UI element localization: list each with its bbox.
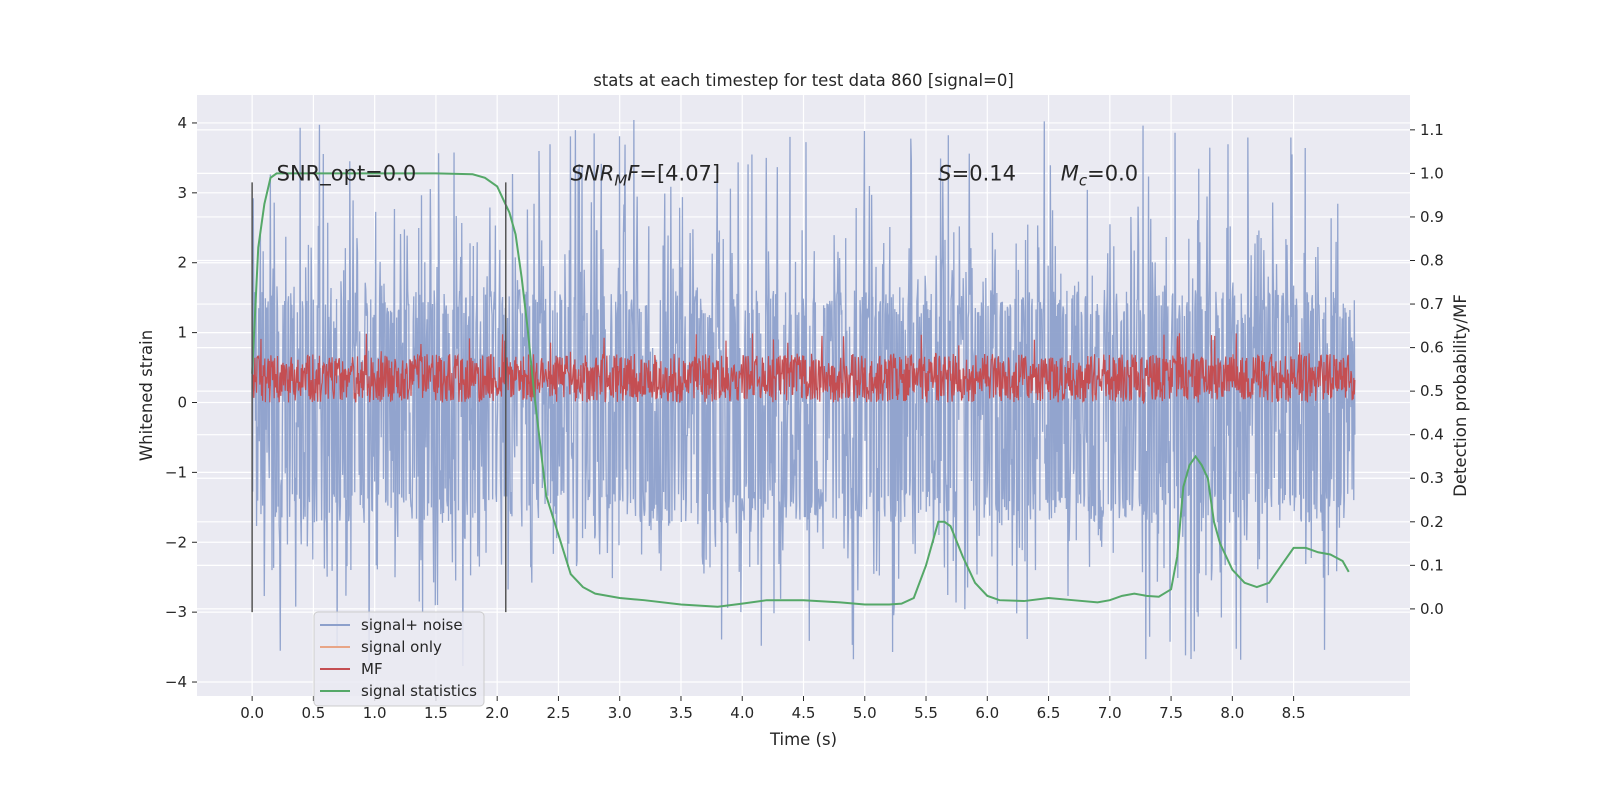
- y-axis-label: Whitened strain: [137, 330, 156, 461]
- series-layer: [251, 119, 1356, 667]
- y-tick-label: 0: [177, 393, 187, 411]
- x-tick-label: 6.0: [975, 704, 999, 722]
- x-tick-label: 8.5: [1282, 704, 1306, 722]
- y2-axis-label: Detection probability/MF: [1451, 294, 1470, 497]
- x-tick-label: 8.0: [1220, 704, 1244, 722]
- annotation-mc: M: [1061, 161, 1079, 185]
- y2-tick-label: 1.1: [1420, 121, 1444, 139]
- annotation-s: S: [938, 161, 951, 185]
- legend-label: signal+ noise: [361, 616, 463, 634]
- x-tick-label: 3.0: [608, 704, 632, 722]
- x-tick-label: 6.5: [1037, 704, 1061, 722]
- annotation-text: SNR_opt=0.0: [277, 161, 417, 186]
- vline-layer: [251, 182, 507, 613]
- y2-tick-label: 0.6: [1420, 339, 1444, 357]
- legend-label: signal only: [361, 638, 442, 656]
- x-tick-label: 4.5: [792, 704, 816, 722]
- y-tick-label: −4: [165, 673, 187, 691]
- y2-tick-label: 1.0: [1420, 164, 1444, 182]
- x-tick-label: 5.0: [853, 704, 877, 722]
- y-tick-label: 4: [177, 114, 187, 132]
- axis-layer: 0.0 0.5 1.0 1.5 2.0 2.5 3.0 3.5 4.0 4.5 5.0 5.5 6.0 6…: [165, 114, 1444, 722]
- y-tick-label: 1: [177, 324, 187, 342]
- y-tick-label: −2: [165, 533, 187, 551]
- annotation-value: =[4.07]: [639, 161, 720, 185]
- y2-tick-label: 0.8: [1420, 251, 1444, 269]
- x-tick-label: 7.0: [1098, 704, 1122, 722]
- y2-tick-label: 0.0: [1420, 600, 1444, 618]
- y2-tick-label: 0.4: [1420, 426, 1444, 444]
- y2-tick-label: 0.1: [1420, 556, 1444, 574]
- x-tick-label: 0.5: [301, 704, 325, 722]
- y-tick-label: 3: [177, 184, 187, 202]
- y2-tick-label: 0.2: [1420, 513, 1444, 531]
- x-tick-label: 7.5: [1159, 704, 1183, 722]
- annotation-f: F: [627, 161, 640, 185]
- x-tick-label: 3.5: [669, 704, 693, 722]
- legend: signal+ noise signal only MF signal statist…: [313, 611, 485, 707]
- x-tick-label: 5.5: [914, 704, 938, 722]
- y-tick-label: 2: [177, 254, 187, 272]
- x-tick-label: 0.0: [240, 704, 264, 722]
- annotation-value: =0.14: [952, 161, 1016, 185]
- annotation-layer: SNR_opt=0.0 SNRMF=[4.07] S=0.14 Mc=0.0: [277, 161, 1139, 189]
- annotation-text: S=0.14: [938, 161, 1016, 185]
- x-tick-label: 1.0: [363, 704, 387, 722]
- x-tick-label: 4.0: [730, 704, 754, 722]
- chart-title: stats at each timestep for test data 860…: [593, 71, 1014, 90]
- y-tick-label: −3: [165, 603, 187, 621]
- x-tick-label: 2.0: [485, 704, 509, 722]
- legend-label: MF: [361, 660, 383, 678]
- x-axis-label: Time (s): [769, 730, 837, 749]
- series-mf-line: [251, 333, 1356, 405]
- x-tick-label: 1.5: [424, 704, 448, 722]
- y2-tick-label: 0.5: [1420, 382, 1444, 400]
- legend-box: [313, 611, 485, 707]
- y2-tick-label: 0.9: [1420, 208, 1444, 226]
- annotation-snr-mf: SNR: [571, 161, 615, 185]
- annotation-subscript: M: [614, 171, 627, 189]
- y2-tick-label: 0.7: [1420, 295, 1444, 313]
- series-signal-statistics-line: [251, 172, 1350, 608]
- x-tick-label: 2.5: [547, 704, 571, 722]
- y2-tick-label: 0.3: [1420, 469, 1444, 487]
- series-signal-noise-line: [251, 119, 1356, 667]
- annotation-text: Mc=0.0: [1061, 161, 1138, 189]
- annotation-text: SNRMF=[4.07]: [571, 161, 720, 189]
- legend-label: signal statistics: [361, 682, 477, 700]
- annotation-value: =0.0: [1087, 161, 1138, 185]
- annotation-subscript: c: [1079, 171, 1088, 189]
- y-tick-label: −1: [165, 463, 187, 481]
